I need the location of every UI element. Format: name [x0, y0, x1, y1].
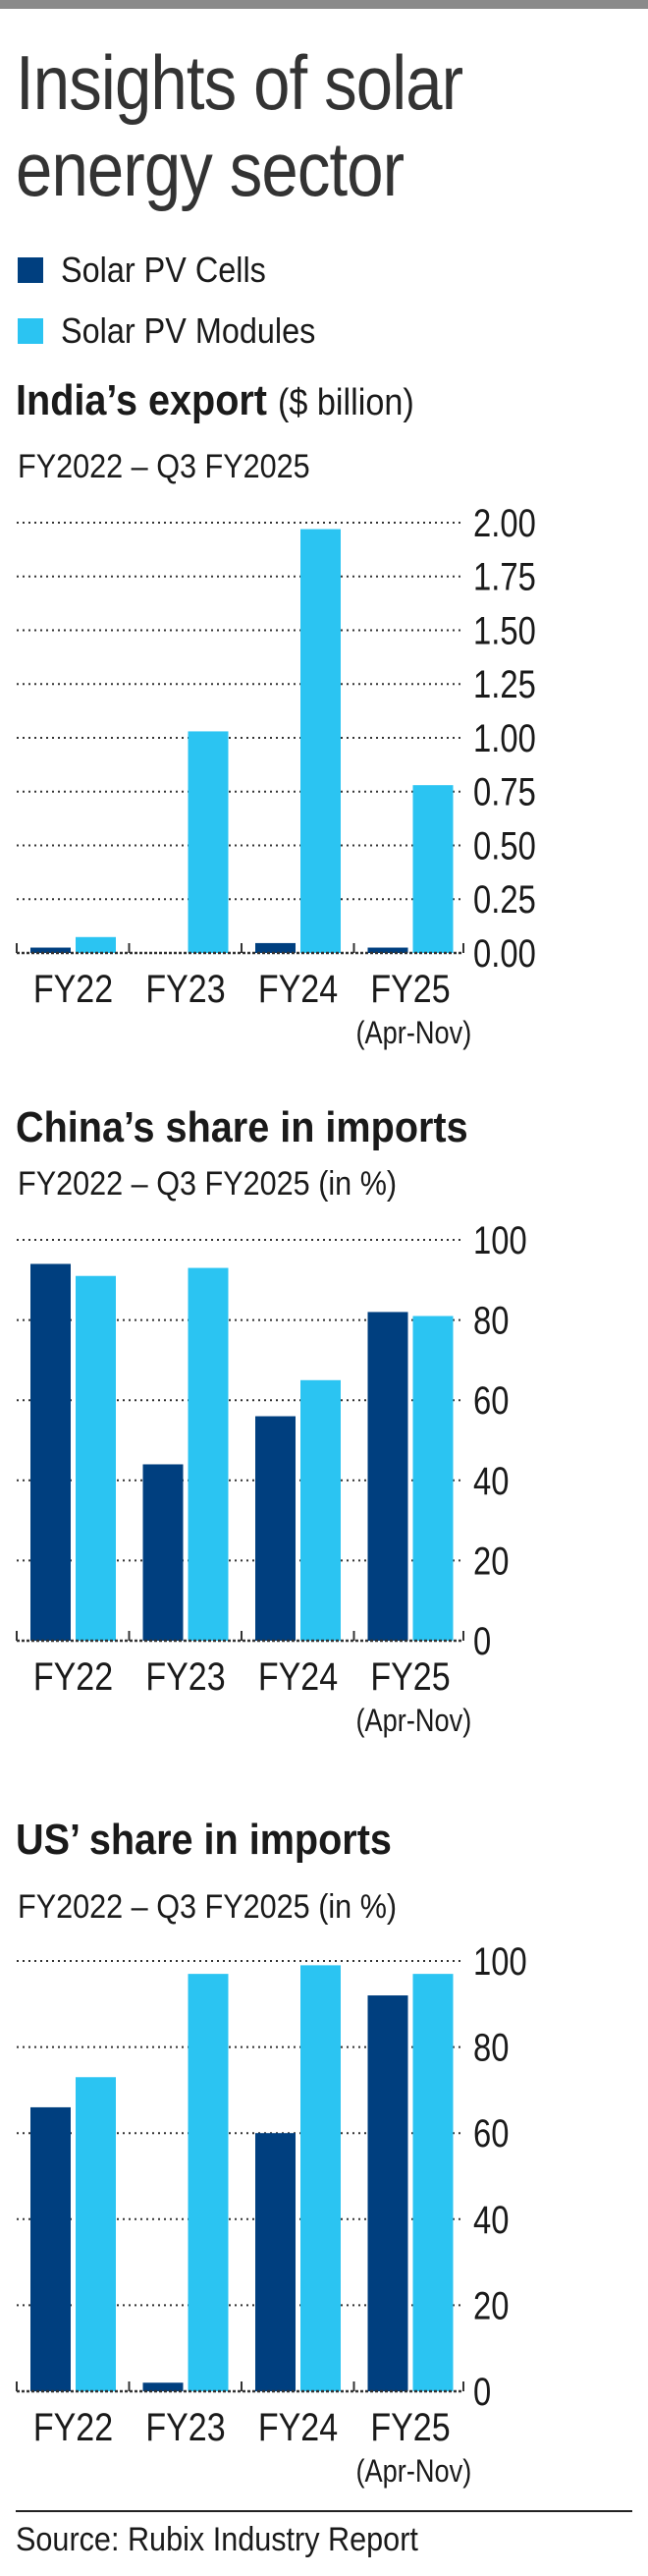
china-share-chart: 0 20 40 60 80 100 FY22 FY23 FY24 FY25 (Apr-Nov): [16, 1218, 527, 1739]
bar-cells: [367, 947, 408, 953]
bar-modules: [412, 1974, 454, 2391]
y-tick-label: 20: [473, 2283, 509, 2327]
bar-modules: [76, 936, 116, 953]
chart-subtitle: FY2022 – Q3 FY2025 (in %): [18, 1165, 398, 1203]
title-line: Insights of solar: [16, 39, 463, 126]
y-tick-label: 0: [473, 2370, 491, 2414]
bar-modules: [412, 785, 454, 953]
title-line: energy sector: [16, 126, 405, 212]
x-tick-note: (Apr-Nov): [355, 1704, 471, 1739]
x-tick-label: FY22: [33, 1653, 113, 1698]
y-tick-label: 60: [473, 1378, 509, 1423]
bar-modules: [76, 2077, 116, 2391]
bar-modules: [300, 1379, 341, 1641]
bar-modules: [188, 731, 229, 953]
y-tick-label: 60: [473, 2111, 509, 2156]
x-tick-note: (Apr-Nov): [355, 2454, 471, 2490]
top-bar: [0, 0, 648, 9]
legend-item-modules: Solar PV Modules: [18, 301, 344, 362]
bar-cells: [30, 2106, 71, 2391]
export-chart: 0.00 0.25 0.50 0.75 1.00 1.25 1.50 1.75 2.00 FY22…: [16, 501, 536, 1051]
chart-title-text: China’s share in imports: [16, 1103, 468, 1151]
y-tick-label: 80: [473, 1299, 509, 1343]
bar-modules: [188, 1267, 229, 1641]
bar-modules: [188, 1974, 229, 2391]
y-tick-label: 0.00: [473, 931, 536, 976]
x-tick-label: FY23: [145, 1653, 225, 1698]
chart-title: US’ share in imports: [16, 1816, 392, 1865]
bar-modules: [76, 1275, 116, 1641]
x-tick-label: FY25: [370, 2404, 450, 2448]
y-tick-label: 1.25: [473, 662, 536, 706]
x-tick-label: FY23: [145, 966, 225, 1010]
bar-modules: [300, 529, 341, 953]
bar-cells: [255, 942, 296, 953]
x-tick-label: FY22: [33, 966, 113, 1010]
legend-swatch: [18, 257, 43, 283]
divider: [16, 2510, 632, 2512]
bar-cells: [30, 1263, 71, 1641]
y-tick-label: 100: [473, 1939, 527, 1984]
bar-cells: [255, 2133, 296, 2391]
bar-cells: [142, 2382, 184, 2391]
x-tick-label: FY25: [370, 1653, 450, 1698]
bar-cells: [142, 1464, 184, 1641]
chart-subtitle: FY2022 – Q3 FY2025: [18, 448, 310, 485]
chart-title-text: India’s export: [16, 376, 267, 424]
y-tick-label: 40: [473, 1459, 509, 1503]
y-tick-label: 100: [473, 1218, 527, 1262]
legend: Solar PV Cells Solar PV Modules: [18, 240, 344, 362]
chart-title: China’s share in imports: [16, 1103, 468, 1152]
chart-title-text: US’ share in imports: [16, 1816, 392, 1864]
infographic-title: Insights of solar energy sector: [16, 39, 463, 212]
us-share-chart: 0 20 40 60 80 100 FY22 FY23 FY24 FY25 (Apr-Nov): [16, 1939, 527, 2490]
legend-swatch: [18, 318, 43, 344]
bar-cells: [255, 1416, 296, 1641]
x-tick-label: FY24: [258, 966, 338, 1010]
chart-unit: ($ billion): [278, 382, 414, 423]
y-tick-label: 1.00: [473, 716, 536, 760]
y-tick-label: 1.75: [473, 555, 536, 599]
source-note: Source: Rubix Industry Report: [16, 2521, 418, 2558]
x-tick-label: FY24: [258, 2404, 338, 2448]
x-tick-note: (Apr-Nov): [355, 1016, 471, 1051]
legend-item-cells: Solar PV Cells: [18, 240, 344, 301]
bar-cells: [367, 1312, 408, 1641]
x-tick-label: FY24: [258, 1653, 338, 1698]
y-tick-label: 0.75: [473, 770, 536, 814]
y-tick-label: 1.50: [473, 608, 536, 652]
chart-title: India’s export ($ billion): [16, 376, 414, 425]
bar-cells: [367, 1995, 408, 2391]
y-tick-label: 20: [473, 1539, 509, 1583]
y-tick-label: 2.00: [473, 501, 536, 545]
legend-label: Solar PV Modules: [61, 310, 316, 351]
y-tick-label: 0: [473, 1619, 491, 1663]
y-tick-label: 0.50: [473, 823, 536, 868]
x-tick-label: FY23: [145, 2404, 225, 2448]
bar-modules: [412, 1316, 454, 1641]
chart-subtitle: FY2022 – Q3 FY2025 (in %): [18, 1888, 398, 1926]
y-tick-label: 80: [473, 2026, 509, 2070]
y-tick-label: 40: [473, 2198, 509, 2242]
bar-modules: [300, 1965, 341, 2391]
x-tick-label: FY22: [33, 2404, 113, 2448]
y-tick-label: 0.25: [473, 877, 536, 922]
bar-cells: [30, 947, 71, 953]
legend-label: Solar PV Cells: [61, 250, 266, 290]
x-tick-label: FY25: [370, 966, 450, 1010]
